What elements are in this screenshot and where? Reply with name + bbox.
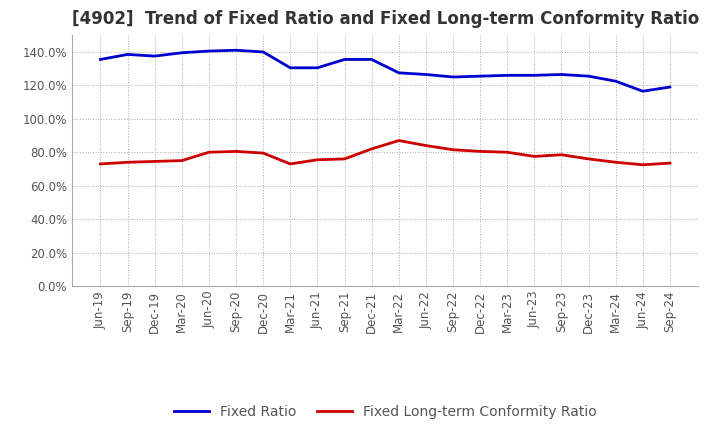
Fixed Long-term Conformity Ratio — [584, 156, 593, 161]
Fixed Long-term Conformity Ratio — [476, 149, 485, 154]
Fixed Long-term Conformity Ratio — [367, 146, 376, 151]
Fixed Long-term Conformity Ratio — [639, 162, 647, 167]
Fixed Ratio — [341, 57, 349, 62]
Fixed Long-term Conformity Ratio — [123, 160, 132, 165]
Fixed Ratio — [395, 70, 403, 75]
Fixed Ratio — [476, 73, 485, 79]
Fixed Long-term Conformity Ratio — [286, 161, 294, 167]
Fixed Long-term Conformity Ratio — [557, 152, 566, 158]
Fixed Ratio — [150, 53, 159, 59]
Fixed Ratio — [611, 78, 620, 84]
Fixed Ratio — [232, 48, 240, 53]
Title: [4902]  Trend of Fixed Ratio and Fixed Long-term Conformity Ratio: [4902] Trend of Fixed Ratio and Fixed Lo… — [71, 10, 699, 28]
Fixed Long-term Conformity Ratio — [503, 150, 511, 155]
Fixed Long-term Conformity Ratio — [665, 161, 674, 166]
Fixed Long-term Conformity Ratio — [611, 160, 620, 165]
Fixed Long-term Conformity Ratio — [530, 154, 539, 159]
Fixed Ratio — [204, 48, 213, 54]
Fixed Ratio — [584, 73, 593, 79]
Line: Fixed Ratio: Fixed Ratio — [101, 50, 670, 91]
Fixed Long-term Conformity Ratio — [449, 147, 457, 152]
Fixed Long-term Conformity Ratio — [421, 143, 430, 148]
Fixed Ratio — [665, 84, 674, 90]
Fixed Ratio — [557, 72, 566, 77]
Fixed Ratio — [123, 52, 132, 57]
Fixed Ratio — [313, 65, 322, 70]
Fixed Ratio — [286, 65, 294, 70]
Fixed Ratio — [449, 74, 457, 80]
Fixed Long-term Conformity Ratio — [232, 149, 240, 154]
Fixed Ratio — [178, 50, 186, 55]
Fixed Long-term Conformity Ratio — [150, 159, 159, 164]
Fixed Long-term Conformity Ratio — [259, 150, 268, 156]
Fixed Long-term Conformity Ratio — [341, 156, 349, 161]
Fixed Ratio — [96, 57, 105, 62]
Legend: Fixed Ratio, Fixed Long-term Conformity Ratio: Fixed Ratio, Fixed Long-term Conformity … — [168, 400, 602, 425]
Fixed Long-term Conformity Ratio — [313, 157, 322, 162]
Fixed Ratio — [530, 73, 539, 78]
Fixed Long-term Conformity Ratio — [96, 161, 105, 167]
Line: Fixed Long-term Conformity Ratio: Fixed Long-term Conformity Ratio — [101, 140, 670, 165]
Fixed Ratio — [259, 49, 268, 55]
Fixed Long-term Conformity Ratio — [178, 158, 186, 163]
Fixed Ratio — [367, 57, 376, 62]
Fixed Long-term Conformity Ratio — [204, 150, 213, 155]
Fixed Ratio — [503, 73, 511, 78]
Fixed Ratio — [421, 72, 430, 77]
Fixed Long-term Conformity Ratio — [395, 138, 403, 143]
Fixed Ratio — [639, 88, 647, 94]
